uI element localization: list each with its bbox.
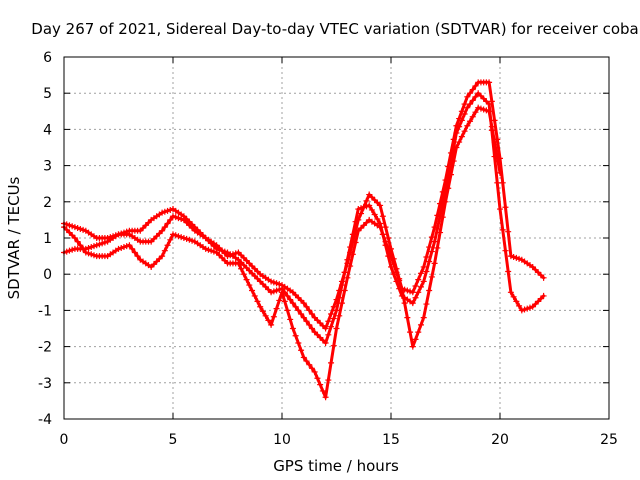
x-axis-label: GPS time / hours bbox=[273, 457, 399, 475]
x-tick-label: 10 bbox=[273, 432, 291, 448]
y-tick-label: -2 bbox=[38, 340, 52, 356]
y-tick-label: -4 bbox=[38, 412, 52, 428]
x-tick-label: 0 bbox=[60, 432, 69, 448]
y-tick-label: 3 bbox=[43, 159, 52, 175]
x-tick-label: 20 bbox=[491, 432, 509, 448]
chart-title: Day 267 of 2021, Sidereal Day-to-day VTE… bbox=[31, 20, 638, 38]
y-tick-label: 1 bbox=[43, 231, 52, 247]
x-tick-label: 15 bbox=[382, 432, 400, 448]
x-tick-label: 5 bbox=[169, 432, 178, 448]
y-tick-label: 6 bbox=[43, 50, 52, 66]
y-tick-label: 0 bbox=[43, 267, 52, 283]
chart-figure: Day 267 of 2021, Sidereal Day-to-day VTE… bbox=[0, 0, 640, 480]
y-tick-label: -3 bbox=[38, 376, 52, 392]
y-tick-label: -1 bbox=[38, 303, 52, 319]
x-tick-label: 25 bbox=[600, 432, 618, 448]
chart-background bbox=[0, 0, 640, 480]
y-axis-label: SDTVAR / TECUs bbox=[5, 176, 23, 299]
y-tick-label: 5 bbox=[43, 86, 52, 102]
y-tick-label: 2 bbox=[43, 195, 52, 211]
chart-svg: Day 267 of 2021, Sidereal Day-to-day VTE… bbox=[0, 0, 640, 480]
y-tick-label: 4 bbox=[43, 122, 52, 138]
